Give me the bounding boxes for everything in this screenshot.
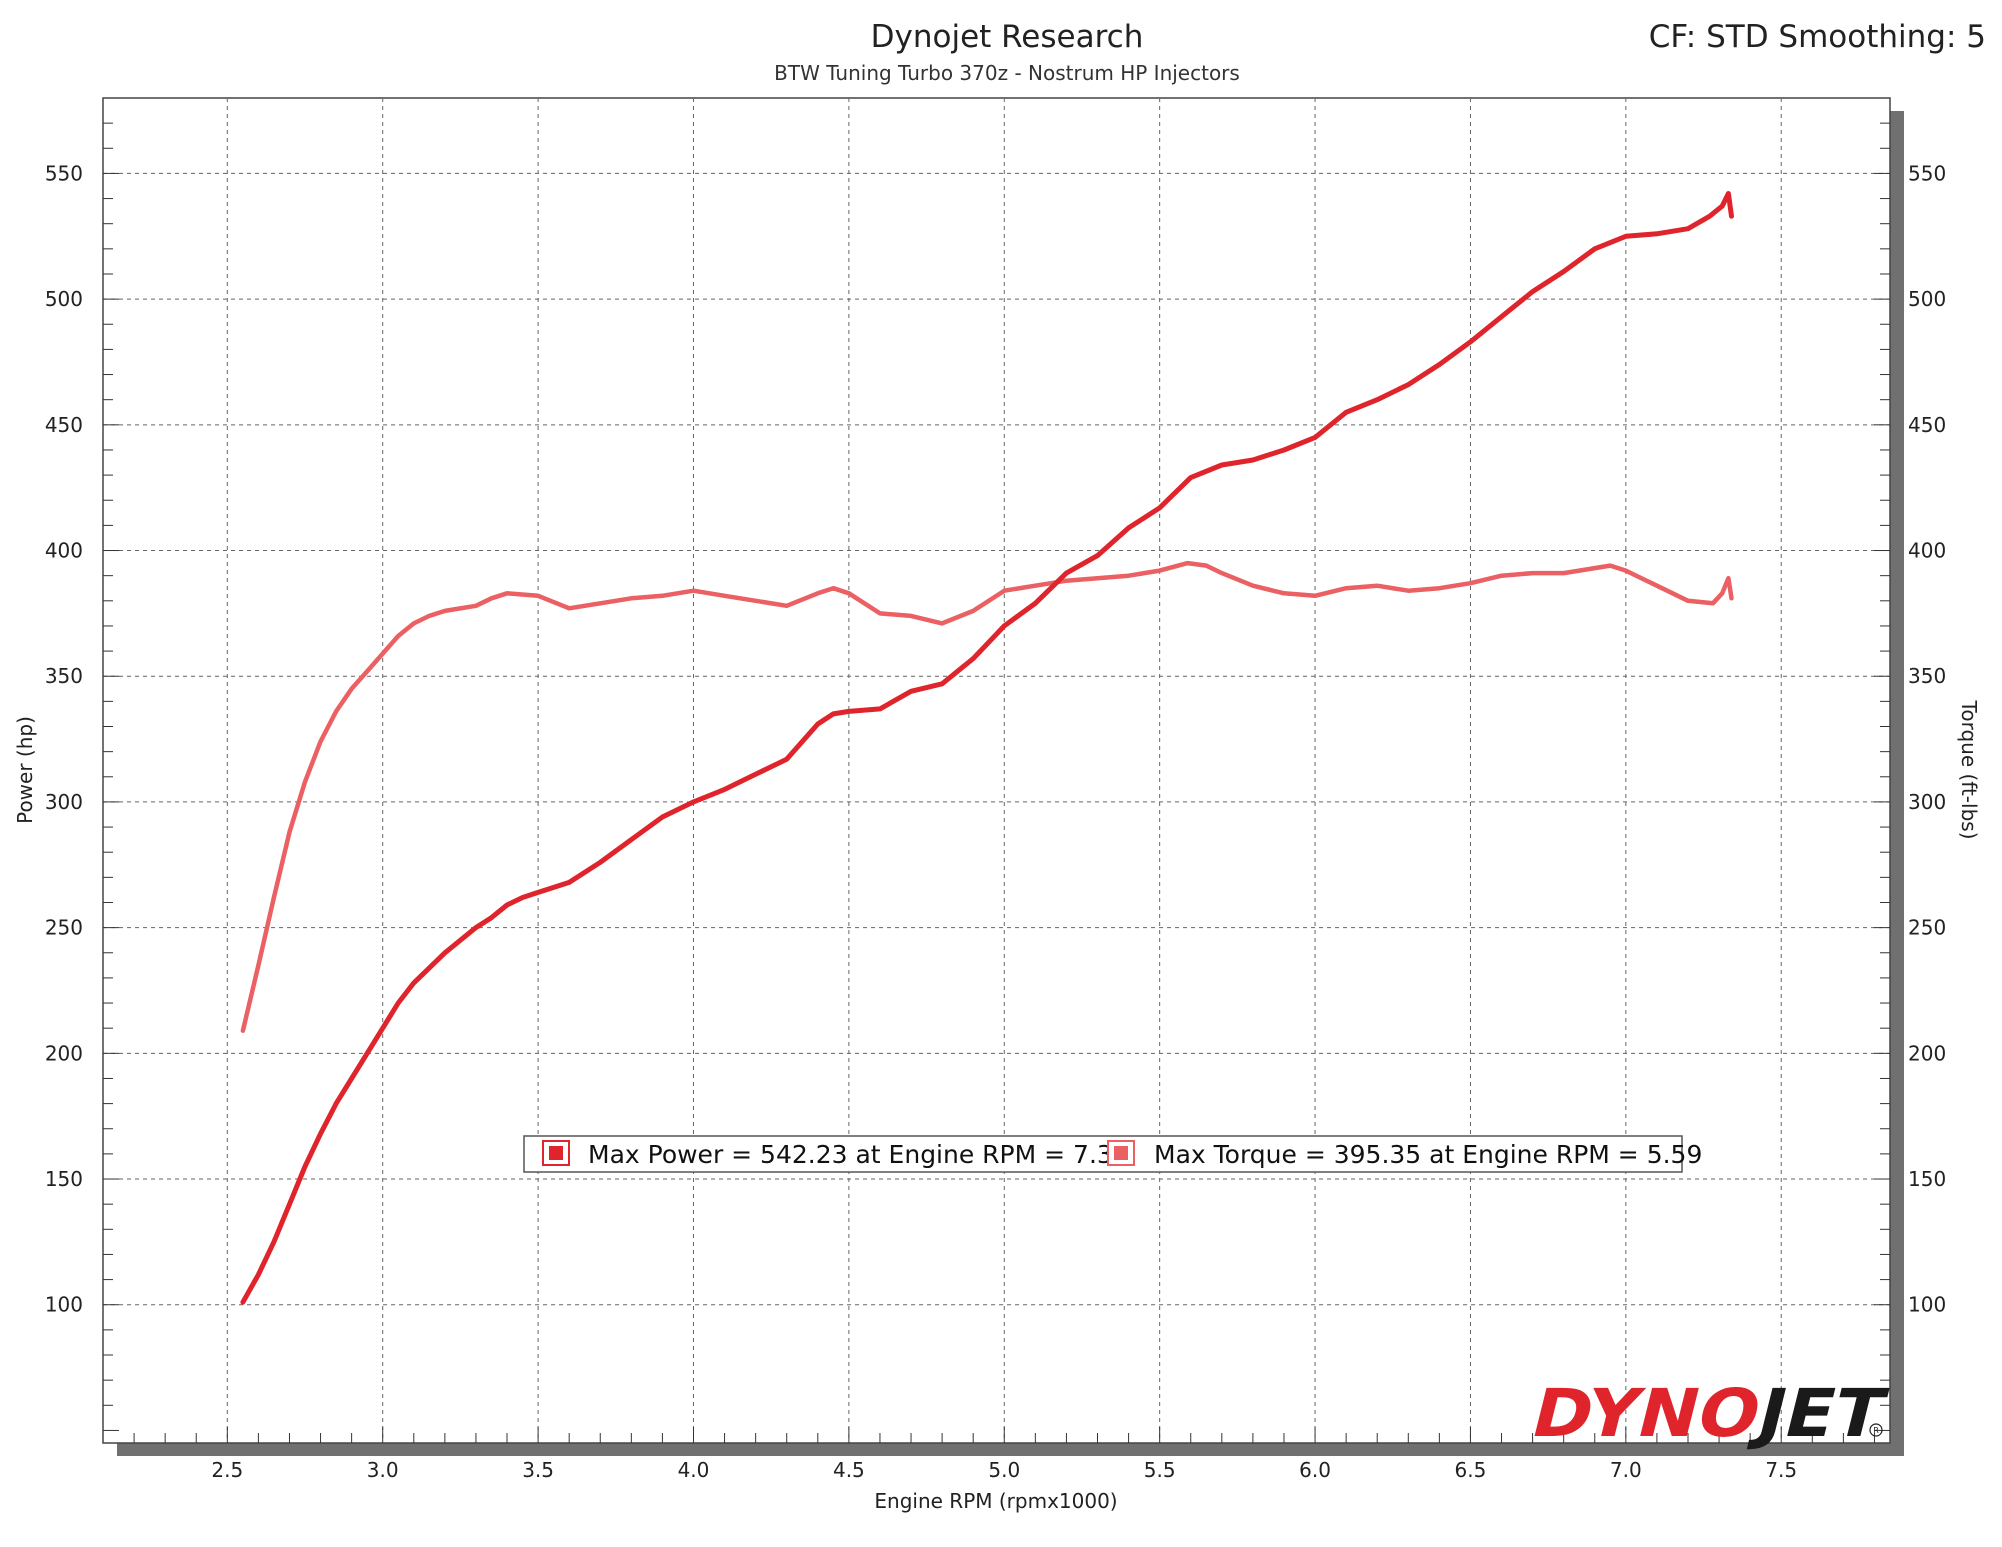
legend-swatch-torque-fill	[1114, 1146, 1128, 1160]
grid	[103, 98, 1890, 1443]
y-tick-label-right: 450	[1908, 413, 1946, 437]
x-tick-label: 2.5	[211, 1458, 243, 1482]
y-tick-label-left: 500	[45, 287, 83, 311]
y-tick-label-right: 150	[1908, 1167, 1946, 1191]
x-tick-label: 5.5	[1144, 1458, 1176, 1482]
y-tick-label-right: 250	[1908, 916, 1946, 940]
y-tick-label-left: 450	[45, 413, 83, 437]
y-axis-right-label: Torque (ft-lbs)	[1957, 700, 1981, 840]
minor-ticks	[103, 122, 1890, 1443]
legend-torque-label: Max Torque = 395.35 at Engine RPM = 5.59	[1154, 1140, 1702, 1169]
y-tick-label-right: 500	[1908, 287, 1946, 311]
y-tick-label-right: 200	[1908, 1041, 1946, 1065]
x-tick-label: 3.0	[367, 1458, 399, 1482]
legend-box	[523, 1135, 1683, 1173]
legend: Max Power = 542.23 at Engine RPM = 7.33 …	[523, 1135, 1702, 1173]
chart-subtitle: BTW Tuning Turbo 370z - Nostrum HP Injec…	[774, 61, 1240, 85]
smoothing-info: CF: STD Smoothing: 5	[1649, 19, 1986, 55]
y-tick-label-left: 250	[45, 916, 83, 940]
y-tick-label-left: 350	[45, 664, 83, 688]
y-tick-label-right: 400	[1908, 539, 1946, 563]
x-tick-label: 5.0	[988, 1458, 1020, 1482]
y-tick-label-left: 300	[45, 790, 83, 814]
y-tick-label-right: 550	[1908, 161, 1946, 185]
series	[240, 191, 1734, 1305]
y-tick-label-right: 350	[1908, 664, 1946, 688]
legend-power-label: Max Power = 542.23 at Engine RPM = 7.33	[588, 1140, 1129, 1169]
plot-area	[102, 97, 1891, 1444]
y-tick-label-left: 400	[45, 539, 83, 563]
legend-swatch-power-fill	[549, 1146, 563, 1160]
y-tick-label-right: 100	[1908, 1293, 1946, 1317]
chart-title: Dynojet Research	[871, 19, 1144, 55]
x-tick-label: 7.5	[1765, 1458, 1797, 1482]
x-tick-label: 4.0	[678, 1458, 710, 1482]
y-axis-right-ticks: 100 150 200 250 300 350 400 450 500 550	[1908, 161, 1946, 1316]
y-tick-label-left: 550	[45, 161, 83, 185]
power-series-line	[240, 191, 1734, 1305]
y-tick-label-left: 150	[45, 1167, 83, 1191]
y-axis-left-label: Power (hp)	[13, 716, 37, 824]
x-tick-label: 6.5	[1455, 1458, 1487, 1482]
x-axis-label: Engine RPM (rpmx1000)	[874, 1489, 1117, 1513]
x-axis-ticks: 2.5 3.0 3.5 4.0 4.5 5.0 5.5 6.0 6.5 7.0 7.5	[211, 1458, 1797, 1482]
y-tick-label-left: 100	[45, 1293, 83, 1317]
dynojet-logo: DYNOJET	[1524, 1375, 1893, 1452]
y-axis-left-ticks: 100 150 200 250 300 350 400 450 500 550	[45, 161, 83, 1316]
registered-mark-letter: R	[1873, 1426, 1879, 1435]
x-tick-label: 4.5	[833, 1458, 865, 1482]
registered-mark-icon	[1869, 1423, 1883, 1437]
y-tick-label-left: 200	[45, 1041, 83, 1065]
torque-series-line	[240, 560, 1734, 1033]
x-tick-label: 3.5	[522, 1458, 554, 1482]
x-tick-label: 7.0	[1610, 1458, 1642, 1482]
logo-text: DYNOJET	[1524, 1375, 1893, 1452]
y-tick-label-right: 300	[1908, 790, 1946, 814]
x-tick-label: 6.0	[1299, 1458, 1331, 1482]
